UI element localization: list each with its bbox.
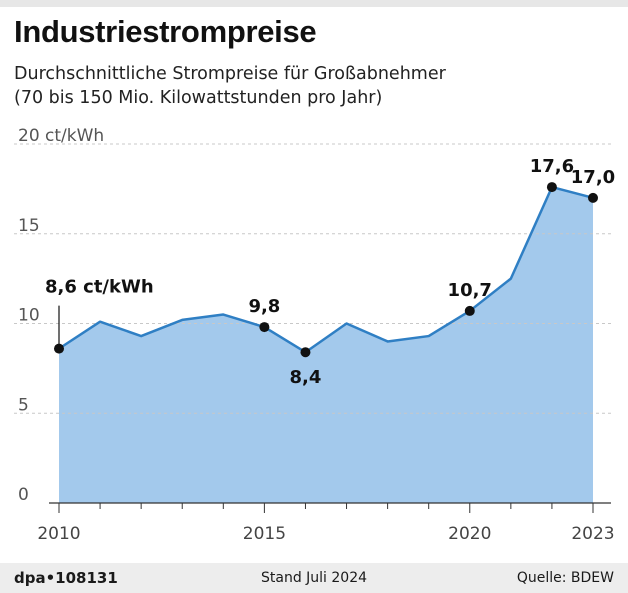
series-line (58, 185, 594, 354)
data-point-marker (259, 322, 270, 333)
y-tick-label: 10 (18, 306, 40, 326)
data-label: 10,7 (448, 280, 492, 301)
y-tick-label: 5 (18, 395, 29, 415)
area-fill (59, 187, 593, 503)
data-label: 17,6 (530, 156, 574, 177)
stand-date: Stand Juli 2024 (260, 570, 368, 586)
y-tick-label: 15 (18, 216, 40, 236)
subtitle-line-2: (70 bis 150 Mio. Kilowattstunden pro Jah… (14, 88, 383, 108)
price-area-chart: 0 5 10 15 20 ct/kWh 2010 2015 2020 2023 8,6 ct/kW… (14, 126, 615, 544)
data-point-marker (546, 182, 557, 193)
data-label: 8,4 (290, 367, 322, 388)
x-tick-label: 2020 (448, 524, 491, 544)
y-tick-label: 0 (18, 485, 29, 505)
chart-subtitle: Durchschnittliche Strompreise für Großab… (14, 62, 446, 110)
source-credit: Quelle: BDEW (516, 570, 614, 586)
footer-bar: dpa•108131 Stand Juli 2024 Quelle: BDEW (0, 563, 628, 593)
data-point-marker (54, 343, 64, 354)
data-label: 9,8 (248, 296, 280, 317)
dpa-id: dpa•108131 (14, 569, 118, 587)
data-point-marker (464, 305, 475, 316)
chart-title: Industriestrompreise (14, 14, 317, 49)
x-tick-label: 2023 (571, 524, 614, 544)
x-tick-label: 2015 (243, 524, 286, 544)
data-point-marker (300, 347, 311, 358)
data-label: 17,0 (571, 167, 615, 188)
subtitle-line-1: Durchschnittliche Strompreise für Großab… (14, 64, 446, 84)
data-point-marker (588, 192, 598, 203)
y-tick-label: 20 ct/kWh (18, 126, 104, 146)
top-strip (0, 0, 628, 7)
x-tick-label: 2010 (37, 524, 80, 544)
data-label: 8,6 ct/kWh (45, 277, 154, 298)
